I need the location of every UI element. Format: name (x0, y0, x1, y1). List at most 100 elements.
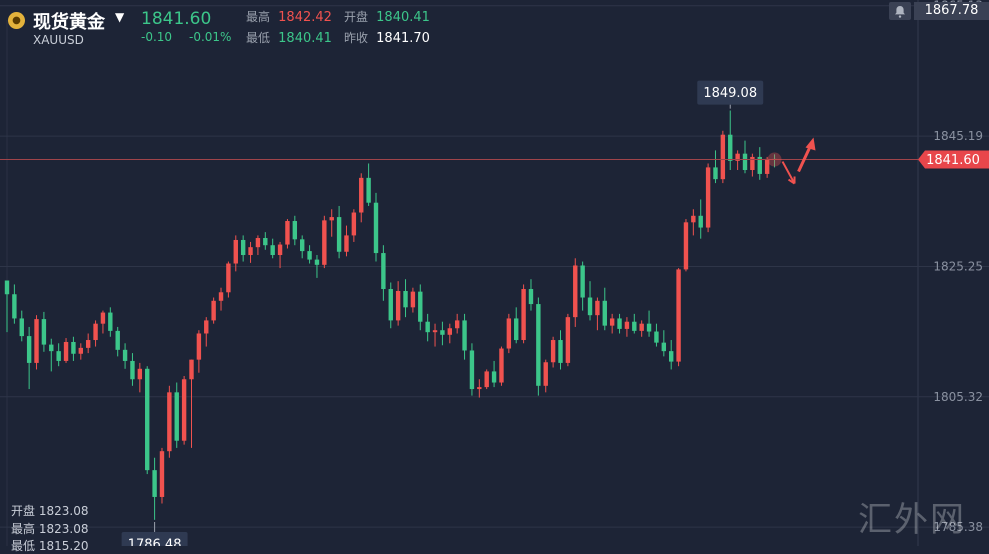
last-price-glow (767, 152, 782, 167)
candle-body (632, 321, 637, 331)
candle-body (322, 220, 327, 265)
down-arrow-head-icon (787, 176, 796, 185)
candle-body (388, 289, 393, 321)
candle-body (609, 318, 615, 326)
candle-body (676, 269, 681, 362)
candle-body (683, 222, 689, 270)
current-price-tag (918, 150, 989, 169)
min-marker-box (121, 531, 188, 546)
min-marker-label: 1786.48 (128, 537, 182, 546)
symbol-name[interactable]: 现货黄金 (33, 12, 105, 33)
y-tick-label: 1785.38 (933, 520, 983, 534)
last-price: 1841.60 (141, 9, 212, 29)
candle-body (661, 342, 667, 352)
symbol-code: XAUUSD (33, 33, 84, 47)
candle-body (602, 300, 607, 326)
candle-body (573, 265, 578, 318)
candle-body (85, 340, 91, 348)
candle-body (359, 177, 364, 213)
candle-body (211, 300, 216, 321)
candle-body (550, 340, 556, 363)
candle-body (196, 333, 202, 360)
candle-body (617, 318, 622, 329)
candle-body (300, 239, 305, 252)
candle-body (447, 328, 452, 335)
candle-body (26, 336, 32, 363)
candle-body (646, 323, 652, 332)
candle-body (491, 371, 497, 383)
candle-body (484, 371, 489, 388)
candle-body (314, 259, 320, 265)
candle-body (240, 239, 246, 256)
candle-body (218, 292, 224, 301)
candle-body (595, 300, 600, 316)
candle-body (558, 340, 563, 363)
high-label: 最高 (246, 10, 271, 24)
bottom-low-value: 1815.20 (38, 539, 89, 553)
candle-body (742, 153, 748, 171)
candle-body (307, 251, 312, 260)
up-arrow-head-icon (805, 137, 816, 151)
candle-body (403, 290, 408, 308)
candle-body (373, 202, 379, 254)
candle-body (4, 280, 10, 295)
low-label: 最低 (246, 31, 271, 45)
candle-body (499, 348, 504, 383)
candle-body (432, 330, 438, 333)
candle-body (108, 312, 113, 331)
price-change: -0.10 (141, 30, 173, 44)
open-label: 开盘 (344, 10, 369, 24)
candle-body (565, 317, 571, 363)
candle-body (750, 156, 755, 171)
candle-body (514, 318, 519, 341)
high-value: 1842.42 (278, 10, 332, 25)
candle-body (528, 289, 534, 305)
y-tick-label: 1805.32 (933, 390, 983, 404)
max-marker-box (697, 80, 764, 105)
candle-body (506, 318, 512, 349)
candle-body (56, 351, 61, 361)
down-arrow-icon (781, 161, 796, 185)
candle-body (277, 244, 283, 256)
candle-body (336, 217, 342, 252)
candle-body (691, 215, 696, 223)
open-stat: 开盘 1840.41 (344, 8, 430, 25)
candle-body (189, 359, 194, 380)
candle-body (713, 167, 718, 180)
y-tick-label: 1845.19 (933, 129, 983, 143)
candle-body (78, 347, 83, 354)
candle-body (395, 290, 401, 321)
max-marker-label: 1849.08 (703, 86, 757, 101)
low-stat: 最低 1840.41 (246, 29, 332, 46)
candle-body (63, 341, 69, 361)
chevron-down-icon[interactable]: ▼ (115, 10, 125, 24)
candle-body (255, 238, 261, 248)
prev-close-stat: 昨收 1841.70 (344, 29, 430, 46)
candle-body (100, 312, 106, 324)
high-stat: 最高 1842.42 (246, 8, 332, 25)
candle-body (720, 134, 726, 180)
bottom-low-label: 最低 (11, 539, 36, 553)
candle-body (49, 344, 54, 352)
price-change-percent: -0.01% (189, 30, 232, 44)
bell-icon[interactable] (889, 2, 911, 20)
candle-body (735, 153, 740, 161)
gold-coin-icon: ● (8, 12, 25, 29)
bottom-high-label: 最高 (11, 522, 36, 536)
candle-body (366, 177, 371, 203)
candle-body (425, 321, 430, 333)
candle-body (329, 217, 334, 221)
candle-body (93, 323, 98, 341)
candle-body (71, 341, 76, 354)
candle-body (152, 470, 157, 497)
open-value: 1840.41 (376, 10, 430, 25)
low-value: 1840.41 (278, 31, 332, 46)
candle-body (344, 235, 349, 252)
candle-body (654, 331, 659, 343)
candle-body (764, 158, 770, 174)
candle-body (477, 387, 482, 390)
top-price-readout: 1867.78 (914, 2, 989, 20)
bottom-high: 最高 1823.08 (11, 520, 88, 537)
candle-body (669, 351, 674, 362)
